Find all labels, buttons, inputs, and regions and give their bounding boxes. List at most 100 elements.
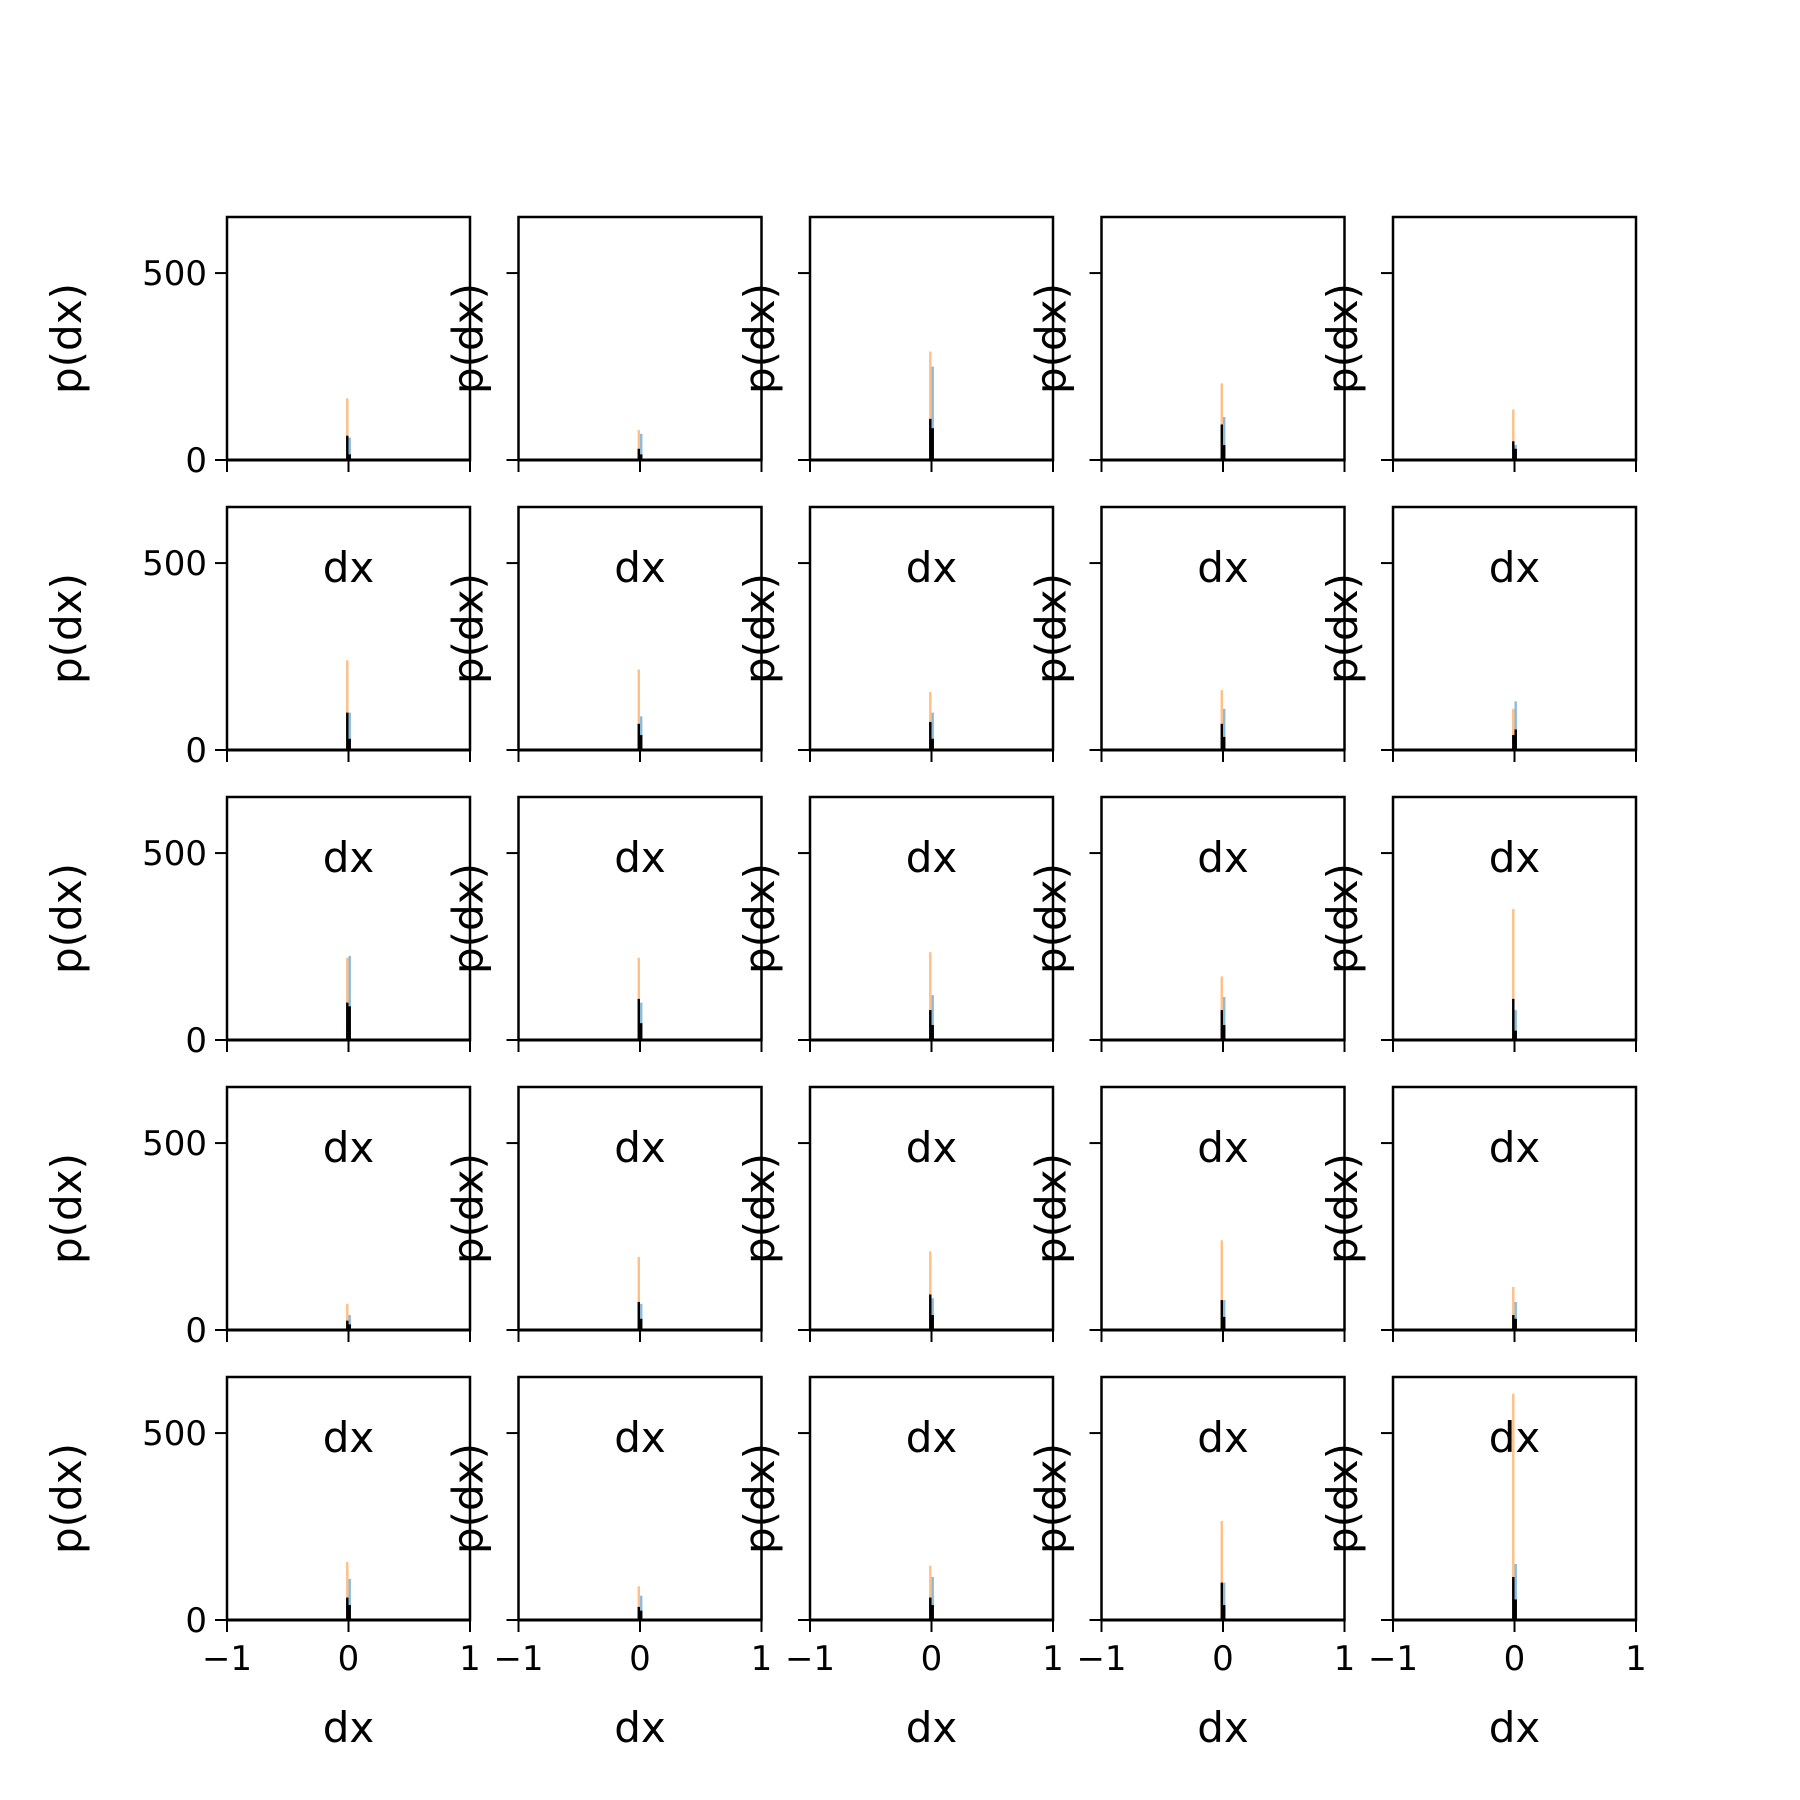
y-axis-label: p(dx): [1027, 863, 1076, 974]
orange-bar-1: [929, 351, 932, 460]
y-axis-label: p(dx): [735, 863, 784, 974]
y-axis-label: p(dx): [1027, 1153, 1076, 1264]
x-tick-label: 0: [338, 1639, 360, 1679]
y-tick-label: 500: [142, 834, 207, 874]
blue-bar-1: [931, 1298, 934, 1330]
black-bar-1: [1220, 1582, 1223, 1620]
orange-bar-1: [1512, 1287, 1515, 1330]
orange-bar-1: [1220, 1520, 1223, 1620]
black-bar-1: [929, 418, 932, 460]
orange-bar-1: [1220, 976, 1223, 1040]
x-axis-label: dx: [614, 833, 666, 882]
blue-bar-1: [1514, 1563, 1517, 1620]
black-bar-2: [348, 738, 351, 750]
y-tick-label: 500: [142, 1414, 207, 1454]
blue-bar-1: [1223, 1582, 1226, 1620]
black-bar-1: [1220, 424, 1223, 460]
black-bar-2: [931, 1315, 934, 1330]
x-tick-label: 0: [629, 1639, 651, 1679]
x-tick-label: 0: [1504, 1639, 1526, 1679]
black-bar-2: [931, 428, 934, 460]
subplot-r2-c4: dx p(dx): [1027, 505, 1346, 882]
x-axis-label: dx: [1489, 1703, 1541, 1752]
black-bar-1: [1220, 1300, 1223, 1330]
black-bar-2: [1514, 1318, 1517, 1330]
y-axis-label: p(dx): [1318, 1153, 1367, 1264]
y-axis-label: p(dx): [1318, 863, 1367, 974]
orange-bar-1: [1512, 1393, 1515, 1620]
x-axis-label: dx: [906, 1123, 958, 1172]
orange-bar-1: [346, 957, 349, 1040]
subplot-r3-c5: dx p(dx): [1318, 795, 1638, 1172]
black-bar-1: [637, 1301, 640, 1330]
orange-bar-1: [1220, 1240, 1223, 1330]
y-axis-label: p(dx): [1318, 1443, 1367, 1554]
black-bar-2: [640, 1318, 643, 1330]
x-tick-label: 1: [1042, 1639, 1064, 1679]
x-tick-label: 0: [1212, 1639, 1234, 1679]
black-bar-1: [637, 723, 640, 750]
orange-bar-1: [1220, 383, 1223, 460]
blue-bar-1: [640, 433, 643, 460]
blue-bar-1: [640, 1002, 643, 1040]
black-bar-1: [1512, 1577, 1515, 1620]
orange-bar-1: [929, 1565, 932, 1620]
y-tick-label: 500: [142, 544, 207, 584]
subplot-r3-c4: dx p(dx): [1027, 795, 1346, 1172]
black-bar-1: [929, 1597, 932, 1620]
x-axis-label: dx: [1197, 543, 1249, 592]
orange-bar-1: [929, 692, 932, 750]
x-axis-label: dx: [1197, 1703, 1249, 1752]
y-tick-label: 0: [185, 1311, 207, 1351]
subplot-r1-c1: 0 500 dx p(dx): [42, 215, 472, 592]
x-tick-label: 1: [1625, 1639, 1647, 1679]
orange-bar-1: [929, 952, 932, 1040]
x-axis-label: dx: [1197, 833, 1249, 882]
y-axis-label: p(dx): [1318, 573, 1367, 684]
y-axis-label: p(dx): [42, 283, 91, 394]
black-bar-2: [640, 454, 643, 460]
x-tick-label: 1: [751, 1639, 773, 1679]
y-axis-label: p(dx): [1318, 283, 1367, 394]
black-bar-2: [1514, 448, 1517, 460]
black-bar-2: [1223, 1025, 1226, 1040]
blue-bar-1: [931, 712, 934, 750]
orange-bar-1: [1512, 409, 1515, 460]
subplot-r5-c3: −1 0 1 dx p(dx): [735, 1375, 1064, 1752]
x-axis-label: dx: [323, 1123, 375, 1172]
blue-bar-1: [348, 437, 351, 460]
blue-bar-1: [1223, 708, 1226, 750]
black-bar-2: [931, 1025, 934, 1040]
subplot-r2-c2: dx p(dx): [444, 505, 763, 882]
black-bar-2: [348, 1324, 351, 1330]
blue-bar-1: [1514, 701, 1517, 750]
black-bar-2: [931, 738, 934, 750]
y-axis-label: p(dx): [42, 863, 91, 974]
orange-bar-1: [1512, 708, 1515, 750]
subplot-r2-c3: dx p(dx): [735, 505, 1055, 882]
black-bar-1: [1512, 1315, 1515, 1330]
black-bar-2: [1223, 1605, 1226, 1620]
black-bar-1: [346, 1002, 349, 1040]
y-axis-label: p(dx): [1027, 573, 1076, 684]
y-axis-label: p(dx): [42, 1443, 91, 1554]
y-axis-label: p(dx): [42, 573, 91, 684]
subplot-r5-c4: −1 0 1 dx p(dx): [1027, 1375, 1355, 1752]
orange-bar-1: [346, 660, 349, 750]
x-axis-label: dx: [323, 833, 375, 882]
x-axis-label: dx: [906, 543, 958, 592]
orange-bar-1: [346, 1562, 349, 1620]
black-bar-2: [1514, 1030, 1517, 1040]
black-bar-1: [637, 998, 640, 1040]
blue-bar-1: [1223, 1300, 1226, 1330]
blue-bar-1: [1223, 997, 1226, 1040]
x-axis-label: dx: [1197, 1123, 1249, 1172]
blue-bar-1: [931, 366, 934, 460]
black-bar-2: [1223, 736, 1226, 750]
black-bar-2: [1514, 1599, 1517, 1620]
orange-bar-1: [1220, 690, 1223, 750]
y-tick-label: 0: [185, 731, 207, 771]
black-bar-1: [346, 1597, 349, 1620]
x-axis-label: dx: [323, 543, 375, 592]
